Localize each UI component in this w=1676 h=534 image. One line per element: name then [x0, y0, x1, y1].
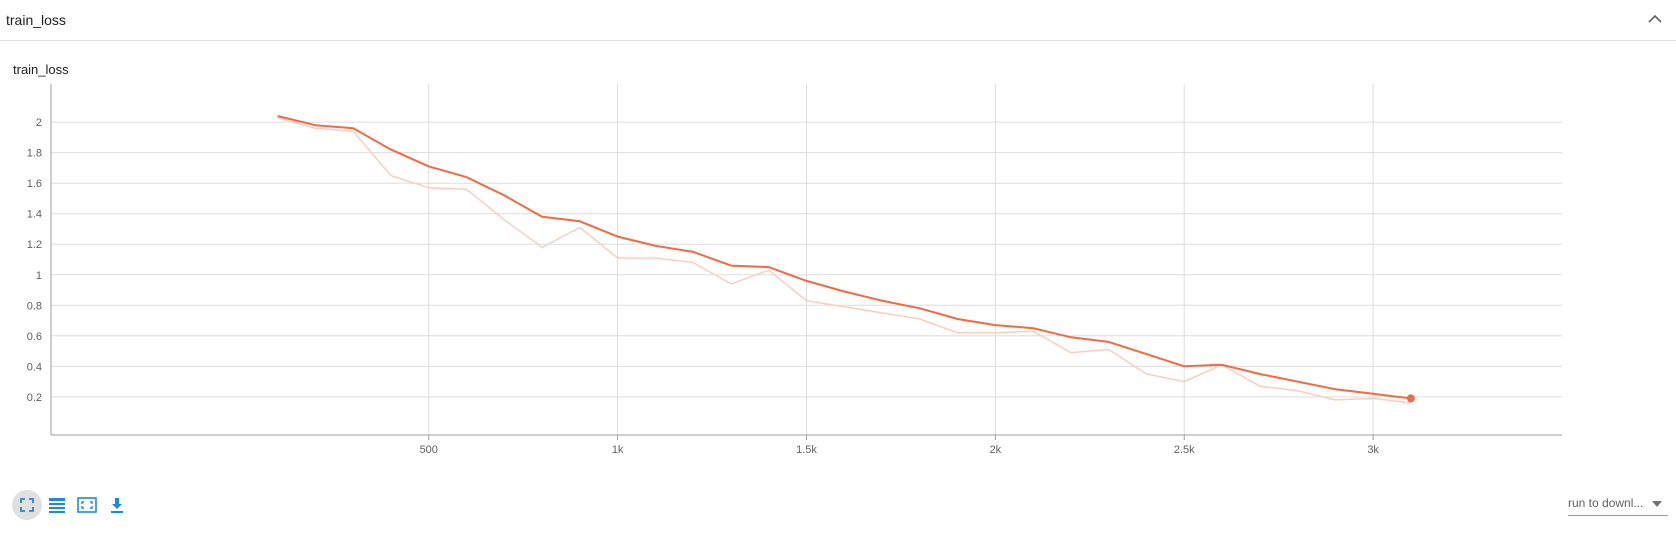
y-tick-label: 1.8 [27, 148, 42, 160]
last-point-marker [1406, 394, 1415, 403]
reset-zoom-icon [77, 497, 97, 513]
x-tick-label: 2k [990, 444, 1002, 456]
y-tick-label: 0.8 [27, 300, 42, 312]
series-lines [277, 115, 1415, 404]
y-tick-label: 2 [36, 117, 42, 129]
chevron-up-icon[interactable] [1646, 10, 1664, 28]
x-tick-label: 2.5k [1174, 444, 1195, 456]
y-tick-label: 1.2 [27, 239, 42, 251]
chart-axes [50, 84, 1562, 440]
x-tick-label: 3k [1367, 444, 1379, 456]
toggle-log-scale-button[interactable] [42, 490, 72, 520]
run-select-label: run to downl... [1568, 496, 1644, 510]
y-tick-label: 1.6 [27, 178, 42, 190]
y-tick-label: 0.2 [27, 392, 42, 404]
y-tick-label: 1 [36, 270, 42, 282]
download-button[interactable] [102, 490, 132, 520]
toggle-log-scale-icon [49, 498, 65, 513]
x-tick-label: 1k [612, 444, 624, 456]
x-tick-label: 1.5k [796, 444, 817, 456]
y-tick-label: 0.6 [27, 331, 42, 343]
section-title: train_loss [6, 12, 66, 28]
reset-zoom-button[interactable] [72, 490, 102, 520]
line-chart[interactable]: 0.2 0.4 0.6 0.8 1 1.2 1.4 1.6 1.8 2 500 1k 1.5k 2k 2.5… [0, 80, 1676, 460]
raw-series-line [277, 116, 1411, 404]
fit-domain-button[interactable] [12, 490, 42, 520]
y-tick-label: 0.4 [27, 361, 42, 373]
tick-labels: 0.2 0.4 0.6 0.8 1 1.2 1.4 1.6 1.8 2 500 1k 1.5k 2k 2.5… [27, 117, 1380, 456]
chart-title: train_loss [13, 62, 69, 77]
section-header[interactable]: train_loss [0, 0, 1676, 41]
download-icon [111, 498, 123, 513]
x-tick-label: 500 [420, 444, 438, 456]
dropdown-caret-icon [1652, 501, 1662, 507]
run-download-select[interactable]: run to downl... [1568, 494, 1668, 516]
fit-domain-icon [20, 498, 34, 512]
chart-grid [51, 84, 1562, 435]
y-tick-label: 1.4 [27, 209, 42, 221]
smoothed-series-line [277, 115, 1412, 400]
